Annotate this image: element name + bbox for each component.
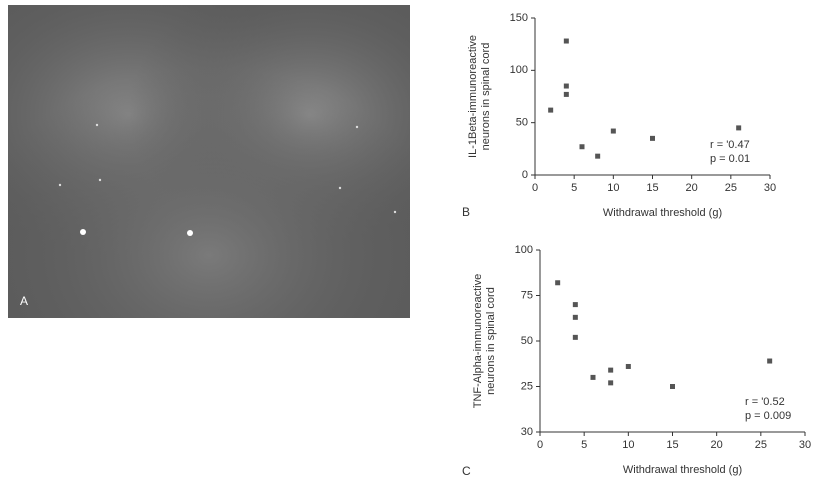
annotation: p = 0.009 xyxy=(745,410,791,422)
x-axis-label: Withdrawal threshold (g) xyxy=(623,464,742,476)
x-tick-label: 15 xyxy=(646,182,658,194)
annotation: r = '0.52 xyxy=(745,396,785,408)
annotation: p = 0.01 xyxy=(710,153,750,165)
marker xyxy=(650,136,655,141)
y-tick-label: 30 xyxy=(521,426,533,438)
marker xyxy=(670,384,675,389)
x-tick-label: 20 xyxy=(711,439,723,451)
annotation: r = '0.47 xyxy=(710,139,750,151)
x-tick-label: 0 xyxy=(532,182,538,194)
marker xyxy=(573,335,578,340)
marker xyxy=(573,302,578,307)
y-tick-label: 75 xyxy=(521,289,533,301)
panel-label: A xyxy=(20,294,28,308)
x-tick-label: 25 xyxy=(725,182,737,194)
x-tick-label: 30 xyxy=(764,182,776,194)
marker xyxy=(564,84,569,89)
marker xyxy=(548,108,553,113)
x-tick-label: 15 xyxy=(666,439,678,451)
y-tick-label: 150 xyxy=(510,12,528,24)
y-axis-label: neurons in spinal cord xyxy=(485,287,497,395)
marker xyxy=(736,125,741,130)
panel-label: B xyxy=(462,205,470,219)
x-tick-label: 5 xyxy=(581,439,587,451)
marker xyxy=(564,92,569,97)
micrograph: A xyxy=(8,5,410,318)
x-tick-label: 30 xyxy=(799,439,811,451)
y-tick-label: 100 xyxy=(515,244,533,256)
marker xyxy=(595,154,600,159)
x-tick-label: 5 xyxy=(571,182,577,194)
marker xyxy=(555,280,560,285)
x-axis-label: Withdrawal threshold (g) xyxy=(603,207,722,219)
panel-label: C xyxy=(462,464,471,478)
x-tick-label: 0 xyxy=(537,439,543,451)
figure: A 051015202530050100150Withdrawal thresh… xyxy=(0,0,815,492)
x-tick-label: 10 xyxy=(622,439,634,451)
y-tick-label: 50 xyxy=(521,335,533,347)
y-axis-label: TNF-Alpha-immunoreactive xyxy=(472,274,484,408)
marker xyxy=(608,380,613,385)
marker xyxy=(626,364,631,369)
y-axis-label: IL-1Beta-immunoreactive xyxy=(467,35,479,158)
y-tick-label: 50 xyxy=(516,117,528,129)
y-tick-label: 0 xyxy=(522,169,528,181)
marker xyxy=(580,144,585,149)
marker xyxy=(564,39,569,44)
marker xyxy=(591,375,596,380)
marker xyxy=(608,368,613,373)
y-tick-label: 100 xyxy=(510,64,528,76)
x-tick-label: 25 xyxy=(755,439,767,451)
x-tick-label: 20 xyxy=(686,182,698,194)
marker xyxy=(767,359,772,364)
x-tick-label: 10 xyxy=(607,182,619,194)
y-axis-label: neurons in spinal cord xyxy=(480,43,492,151)
marker xyxy=(573,315,578,320)
marker xyxy=(611,129,616,134)
y-tick-label: 25 xyxy=(521,380,533,392)
